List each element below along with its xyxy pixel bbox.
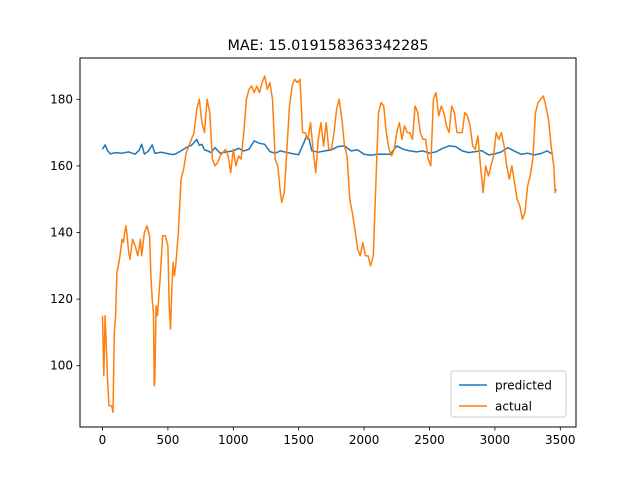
x-tick-label: 2000 <box>349 433 380 447</box>
series-line-actual <box>101 75 558 414</box>
chart-title: MAE: 15.019158363342285 <box>228 38 429 54</box>
plot-frame <box>79 57 577 428</box>
x-tick-label: 2500 <box>414 433 445 447</box>
y-tick-label: 140 <box>50 226 73 240</box>
legend-label-predicted: predicted <box>495 379 552 393</box>
x-tick-label: 1500 <box>283 433 314 447</box>
x-axis: 0 500 1000 1500 2000 2500 3000 3500 <box>99 427 576 447</box>
y-tick-label: 160 <box>50 159 73 173</box>
y-axis: 100 120 140 160 180 <box>50 92 80 373</box>
x-tick-label: 1000 <box>218 433 249 447</box>
x-tick-label: 0 <box>99 433 107 447</box>
y-tick-label: 180 <box>50 92 73 106</box>
y-tick-label: 120 <box>50 292 73 306</box>
x-tick-label: 3000 <box>480 433 511 447</box>
legend: predicted actual <box>450 370 567 418</box>
plot-series <box>101 75 558 414</box>
x-tick-label: 500 <box>156 433 179 447</box>
series-line-predicted <box>101 135 553 156</box>
x-tick-label: 3500 <box>545 433 576 447</box>
y-tick-label: 100 <box>50 359 73 373</box>
legend-label-actual: actual <box>495 400 532 414</box>
